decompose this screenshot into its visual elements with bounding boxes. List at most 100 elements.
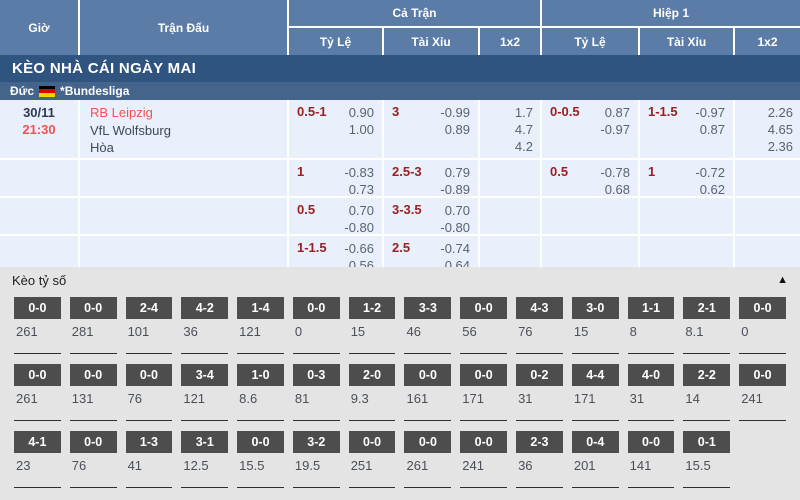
odds-value[interactable]: -0.74 [440,241,470,256]
odds-value[interactable]: 0.64 [444,258,470,267]
score-box[interactable]: 0-1 [683,431,731,453]
score-cell[interactable]: 0-0 281 [69,297,117,354]
score-cell[interactable]: 0-0 261 [14,297,61,354]
odds-value[interactable]: -0.66 [344,241,374,256]
ft-handicap-cell[interactable]: 0.5 0.70 -0.80 [289,198,382,234]
ft-handicap-cell[interactable]: 1-1.5 -0.66 0.56 [289,236,382,267]
score-box[interactable]: 3-1 [181,431,229,453]
odds-value[interactable]: 4.7 [514,122,533,137]
ft-overunder-cell[interactable]: 2.5 -0.74 0.64 [384,236,478,267]
score-cell[interactable]: 0-0 56 [460,297,508,354]
score-box[interactable]: 0-4 [571,431,619,453]
score-cell[interactable]: 1-0 8.6 [237,364,284,421]
score-box[interactable]: 0-0 [237,431,284,453]
odds-value[interactable]: 0.79 [444,165,470,180]
odds-value[interactable]: 0.87 [604,105,630,120]
h1-handicap-cell[interactable]: 0-0.5 0.87 -0.97 [542,100,638,158]
score-cell[interactable]: 0-1 15.5 [683,431,731,488]
score-box[interactable]: 0-0 [739,364,786,386]
score-cell[interactable]: 0-0 76 [125,364,173,421]
score-box[interactable]: 0-3 [292,364,340,386]
score-cell[interactable]: 1-4 121 [237,297,284,354]
score-box[interactable]: 0-0 [348,431,396,453]
ft-overunder-cell[interactable]: 3-3.5 0.70 -0.80 [384,198,478,234]
odds-value[interactable]: 0.89 [444,122,470,137]
odds-value[interactable]: 0.87 [699,122,725,137]
score-cell[interactable]: 2-2 14 [683,364,731,421]
odds-value[interactable]: 0.70 [348,203,374,218]
score-box[interactable]: 0-0 [125,364,173,386]
score-box[interactable]: 0-0 [739,297,786,319]
score-box[interactable]: 1-2 [348,297,396,319]
score-cell[interactable]: 0-0 0 [739,297,786,354]
odds-value[interactable]: -0.83 [344,165,374,180]
score-box[interactable]: 4-0 [627,364,675,386]
odds-value[interactable]: -0.78 [600,165,630,180]
odds-value[interactable]: 1.00 [348,122,374,137]
score-cell[interactable]: 0-4 201 [571,431,619,488]
score-cell[interactable]: 0-2 31 [516,364,563,421]
score-cell[interactable]: 3-1 12.5 [181,431,229,488]
score-box[interactable]: 2-2 [683,364,731,386]
score-box[interactable]: 0-0 [14,297,61,319]
odds-value[interactable]: 0.56 [348,258,374,267]
score-cell[interactable]: 2-0 9.3 [348,364,396,421]
odds-value[interactable]: 0.90 [348,105,374,120]
score-cell[interactable]: 4-1 23 [14,431,61,488]
score-cell[interactable]: 4-0 31 [627,364,675,421]
score-box[interactable]: 0-0 [460,431,508,453]
ft-handicap-cell[interactable]: 1 -0.83 0.73 [289,160,382,196]
odds-value[interactable]: 2.36 [767,139,793,154]
ft-overunder-cell[interactable]: 2.5-3 0.79 -0.89 [384,160,478,196]
away-team-link[interactable]: VfL Wolfsburg [90,122,171,138]
h1-overunder-cell[interactable]: 1 -0.72 0.62 [640,160,733,196]
odds-value[interactable]: -0.97 [695,105,725,120]
h1-1x2-cell[interactable]: 2.26 4.65 2.36 [735,100,800,158]
score-box[interactable]: 0-0 [292,297,340,319]
score-cell[interactable]: 4-2 36 [181,297,229,354]
score-cell[interactable]: 4-4 171 [571,364,619,421]
score-cell[interactable]: 0-0 241 [460,431,508,488]
score-cell[interactable]: 2-4 101 [125,297,173,354]
odds-value[interactable]: 4.65 [767,122,793,137]
home-team-link[interactable]: RB Leipzig [90,105,153,120]
score-cell[interactable]: 0-0 241 [739,364,786,421]
score-cell[interactable]: 1-1 8 [627,297,675,354]
score-box[interactable]: 0-0 [404,431,452,453]
score-box[interactable]: 4-3 [516,297,563,319]
score-cell[interactable]: 0-0 261 [404,431,452,488]
score-cell[interactable]: 0-0 251 [348,431,396,488]
score-cell[interactable]: 3-4 121 [181,364,229,421]
score-cell[interactable]: 0-0 171 [460,364,508,421]
score-box[interactable]: 3-0 [571,297,619,319]
score-box[interactable]: 1-0 [237,364,284,386]
h1-overunder-cell[interactable]: 1-1.5 -0.97 0.87 [640,100,733,158]
score-box[interactable]: 2-1 [683,297,731,319]
score-cell[interactable]: 1-2 15 [348,297,396,354]
odds-value[interactable]: -0.80 [440,220,470,234]
score-cell[interactable]: 3-3 46 [404,297,452,354]
odds-value[interactable]: 0.68 [604,182,630,196]
score-box[interactable]: 0-0 [69,431,117,453]
score-box[interactable]: 0-0 [627,431,675,453]
odds-value[interactable]: 0.73 [348,182,374,196]
score-box[interactable]: 0-0 [460,364,508,386]
odds-value[interactable]: 0.70 [444,203,470,218]
ft-overunder-cell[interactable]: 3 -0.99 0.89 [384,100,478,158]
score-box[interactable]: 4-1 [14,431,61,453]
score-cell[interactable]: 4-3 76 [516,297,563,354]
score-cell[interactable]: 0-0 261 [14,364,61,421]
score-cell[interactable]: 3-0 15 [571,297,619,354]
odds-value[interactable]: 0.62 [699,182,725,196]
score-box[interactable]: 0-2 [516,364,563,386]
odds-value[interactable]: -0.89 [440,182,470,196]
collapse-icon[interactable]: ▲ [777,274,788,286]
score-cell[interactable]: 0-0 0 [292,297,340,354]
score-cell[interactable]: 3-2 19.5 [292,431,340,488]
score-box[interactable]: 3-4 [181,364,229,386]
score-box[interactable]: 1-3 [125,431,173,453]
league-row[interactable]: Đức *Bundesliga [0,82,800,100]
score-cell[interactable]: 0-3 81 [292,364,340,421]
odds-value[interactable]: 1.7 [514,105,533,120]
score-cell[interactable]: 0-0 141 [627,431,675,488]
